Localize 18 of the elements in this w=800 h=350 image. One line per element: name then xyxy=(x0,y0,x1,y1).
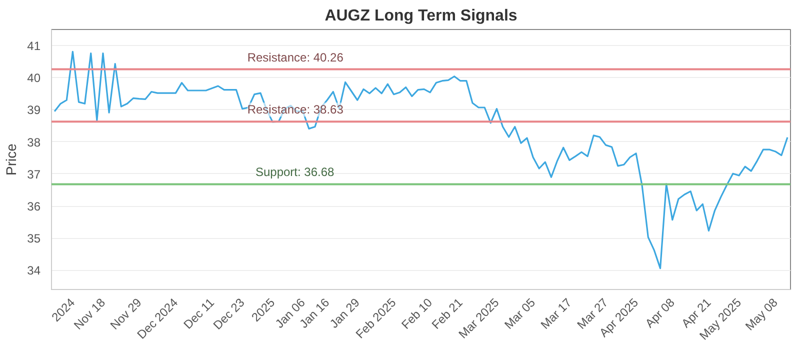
y-tick-label: 40 xyxy=(27,71,41,86)
ref-line-label: Support: 36.68 xyxy=(255,165,335,180)
y-tick-label: 36 xyxy=(27,200,41,214)
x-tick-label: Mar 05 xyxy=(502,295,538,332)
y-tick-label: 39 xyxy=(27,103,41,118)
y-axis-title: Price xyxy=(3,143,20,176)
y-tick-label: 41 xyxy=(27,39,41,54)
x-tick-label: Mar 17 xyxy=(538,295,575,332)
y-tick-label: 37 xyxy=(27,167,41,182)
y-tick-label: 35 xyxy=(27,232,41,246)
ref-line-label: Resistance: 40.26 xyxy=(247,50,344,64)
y-tick-label: 34 xyxy=(27,264,41,278)
ref-line-label: Resistance: 38.63 xyxy=(247,102,344,117)
line-series xyxy=(54,50,788,270)
chart-title: AUGZ Long Term Signals xyxy=(324,8,518,24)
y-tick-label: 38 xyxy=(27,135,41,150)
x-tick-label: May 08 xyxy=(742,295,781,334)
x-tick-label: Apr 08 xyxy=(642,295,678,330)
